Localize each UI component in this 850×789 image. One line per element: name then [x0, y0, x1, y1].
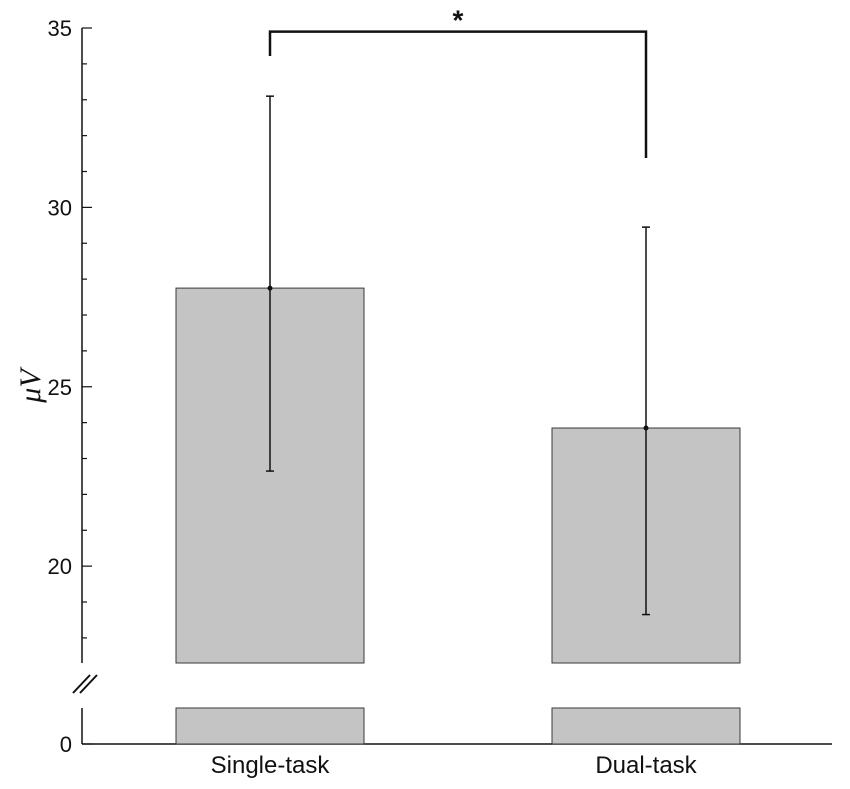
error-bars: [266, 95, 650, 616]
y-axis-label: μV: [14, 366, 47, 404]
mean-point: [643, 425, 649, 431]
axis-break-mark: [72, 674, 91, 694]
significance-annotation: *: [268, 5, 648, 158]
x-tick-label: Single-task: [211, 752, 331, 779]
y-tick-label: 0: [60, 732, 72, 757]
bar-single-task-lower: [175, 707, 365, 745]
mean-point: [267, 285, 273, 291]
y-tick-label: 35: [48, 16, 72, 41]
labels: 0 20 25 30 35 μV Single-task Dual-task: [14, 16, 698, 779]
significance-bracket: [268, 30, 648, 158]
bars: [175, 287, 741, 745]
significance-star: *: [453, 5, 464, 36]
y-tick-label: 30: [48, 195, 72, 220]
y-tick-label: 25: [48, 375, 72, 400]
y-tick-label: 20: [48, 554, 72, 579]
axis-break-mark: [79, 674, 98, 694]
x-tick-label: Dual-task: [595, 752, 697, 779]
bar-dual-task-lower: [551, 707, 741, 745]
